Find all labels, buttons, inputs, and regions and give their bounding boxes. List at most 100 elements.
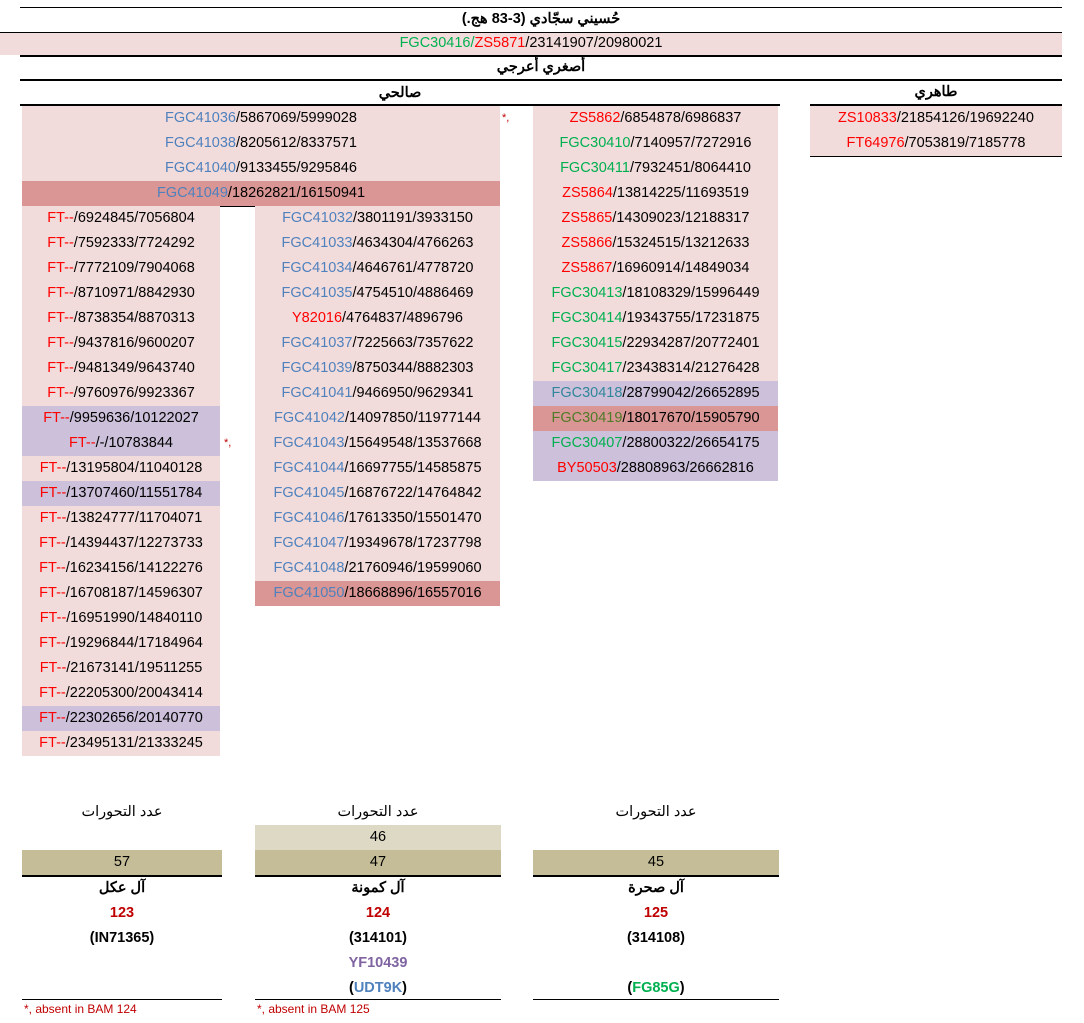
snp-cell: FT--/7772109/7904068: [22, 256, 220, 281]
snp-name: FT--: [47, 385, 74, 401]
snp-name: ZS10833: [838, 110, 897, 126]
snp-name: ZS5867: [561, 260, 613, 276]
snp-positions: /16234156/14122276: [65, 560, 203, 576]
snp-positions: /7592333/7724292: [73, 235, 195, 251]
snp-positions: /8750344/8882303: [352, 360, 474, 376]
snp-name: FGC41041: [281, 385, 353, 401]
snp-cell: FGC41050/18668896/16557016: [255, 581, 500, 606]
snp-cell: FGC30407/28800322/26654175: [533, 431, 778, 456]
snp-positions: /8738354/8870313: [73, 310, 195, 326]
snp-name: ZS5866: [561, 235, 613, 251]
text-run: FG85G: [632, 980, 680, 996]
snp-name: FGC30411: [560, 160, 630, 176]
snp-name: FGC41044: [273, 460, 345, 476]
snp-positions: /9466950/9629341: [352, 385, 474, 401]
snp-name: ZS5865: [561, 210, 613, 226]
snp-cell: FT--/19296844/17184964: [22, 631, 220, 656]
snp-name: FGC41043: [273, 435, 345, 451]
family-name: آل عكل: [98, 880, 146, 896]
snp-cell: FGC30419/18017670/15905790: [533, 406, 778, 431]
snp-name: Y82016: [292, 310, 343, 326]
snp-cell: FGC41040/9133455/9295846: [22, 156, 500, 181]
snp-cell: ZS5864/13814225/11693519: [533, 181, 778, 206]
text-run: ZS5871: [474, 35, 526, 51]
snp-cell: FT--/16951990/14840110: [22, 606, 220, 631]
snp-name: FT64976: [846, 135, 905, 151]
snp-cell: FGC41032/3801191/3933150: [255, 206, 500, 231]
snp-name: FGC41039: [281, 360, 353, 376]
snp-positions: /22205300/20043414: [65, 685, 203, 701]
snp-cell: FGC41049/18262821/16150941: [22, 181, 500, 206]
snp-positions: /13824777/11704071: [66, 510, 203, 526]
snp-positions: /14394437/12273733: [65, 535, 203, 551]
title: حُسيني سجّادي (3-83 هج.): [461, 11, 621, 27]
snp-positions: /22934287/20772401: [622, 335, 760, 351]
snp-name: FT--: [43, 410, 70, 426]
bam-number: 123: [109, 905, 135, 921]
marker: *,: [502, 112, 510, 124]
snp-name: FT--: [47, 235, 74, 251]
snp-code: YF10439: [255, 951, 501, 976]
snp-cell: FGC30415/22934287/20772401: [533, 331, 778, 356]
snp-positions: /6854878/6986837: [620, 110, 742, 126]
snp-cell: FGC41044/16697755/14585875: [255, 456, 500, 481]
snp-positions: /21760946/19599060: [344, 560, 482, 576]
snp-cell: FGC41034/4646761/4778720: [255, 256, 500, 281]
snp-name: FGC41034: [281, 260, 353, 276]
bam-number: 124: [365, 905, 391, 921]
snp-cell: FT--/21673141/19511255: [22, 656, 220, 681]
snp-name: FT--: [47, 285, 74, 301]
count-label: عدد التحورات: [337, 804, 419, 820]
snp-cell: FGC41045/16876722/14764842: [255, 481, 500, 506]
snp-cell: ZS5867/16960914/14849034: [533, 256, 778, 281]
rule: [255, 999, 501, 1000]
snp-cell: FGC30417/23438314/21276428: [533, 356, 778, 381]
snp-positions: /17613350/15501470: [344, 510, 482, 526]
snp-name: ZS5864: [562, 185, 613, 201]
snp-code: (FG85G): [533, 976, 779, 1001]
snp-code: (314101): [255, 926, 501, 951]
snp-positions: /23438314/21276428: [622, 360, 760, 376]
snp-positions: /21673141/19511255: [66, 660, 203, 676]
snp-name: FGC30417: [551, 360, 623, 376]
snp-name: ZS5862: [569, 110, 621, 126]
snp-name: FT--: [39, 485, 67, 501]
count-label: عدد التحورات: [615, 804, 697, 820]
snp-positions: /16960914/14849034: [612, 260, 750, 276]
snp-positions: /9133455/9295846: [235, 160, 357, 176]
rule: [810, 156, 1062, 157]
snp-name: FGC30419: [551, 410, 623, 426]
snp-cell: FGC41039/8750344/8882303: [255, 356, 500, 381]
snp-positions: /19349678/17237798: [344, 535, 482, 551]
snp-positions: /9959636/10122027: [69, 410, 199, 426]
snp-cell: FT--/8738354/8870313: [22, 306, 220, 331]
snp-name: FGC30407: [551, 435, 623, 451]
snp-positions: /28800322/26654175: [622, 435, 760, 451]
rule: [810, 104, 1062, 106]
mutation-count: 47: [255, 850, 501, 875]
snp-cell: FT--/22205300/20043414: [22, 681, 220, 706]
snp-cell: BY50503/28808963/26662816: [533, 456, 778, 481]
header-code: FGC30416/ZS5871/23141907/20980021: [0, 31, 1062, 56]
snp-name: FT--: [39, 535, 66, 551]
snp-name: FT--: [47, 210, 74, 226]
header-row: [0, 32, 1062, 55]
snp-cell: FT--/-/10783844: [22, 431, 220, 456]
snp-positions: /3801191/3933150: [353, 210, 473, 226]
snp-positions: /7140957/7272916: [630, 135, 752, 151]
rule: [533, 875, 779, 877]
snp-name: FGC41046: [273, 510, 345, 526]
snp-positions: /16697755/14585875: [344, 460, 482, 476]
snp-cell: FGC41042/14097850/11977144: [255, 406, 500, 431]
snp-positions: /-/10783844: [95, 435, 173, 451]
snp-name: FGC41038: [165, 135, 236, 151]
snp-positions: /18017670/15905790: [622, 410, 760, 426]
snp-positions: /7225663/7357622: [352, 335, 474, 351]
text-run: /23141907/20980021: [525, 35, 663, 51]
snp-positions: /4764837/4896796: [342, 310, 463, 326]
snp-name: FGC30414: [551, 310, 623, 326]
snp-cell: FGC41041/9466950/9629341: [255, 381, 500, 406]
snp-name: FT--: [47, 260, 74, 276]
snp-cell: FT--/22302656/20140770: [22, 706, 220, 731]
snp-cell: FGC30411/7932451/8064410: [533, 156, 778, 181]
